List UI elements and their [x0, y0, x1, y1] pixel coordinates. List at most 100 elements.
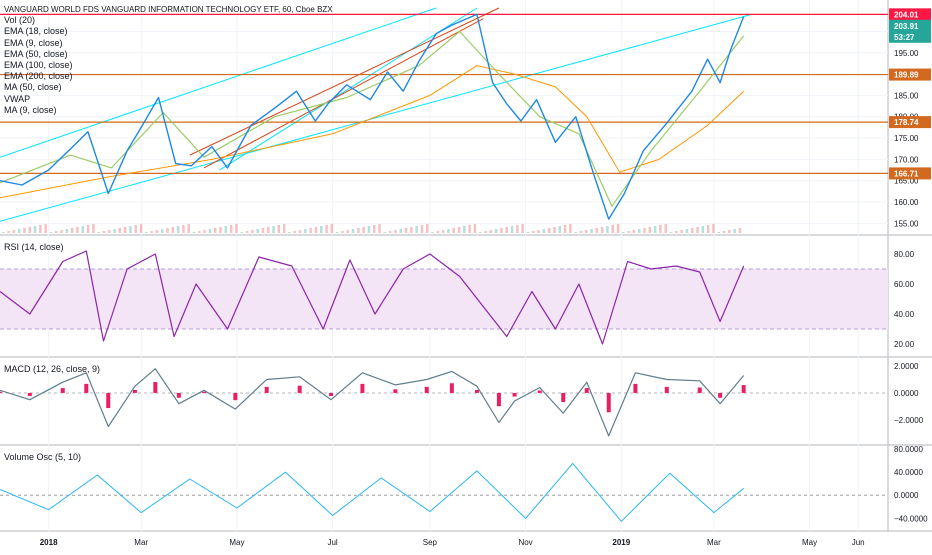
indicator-label: VWAP — [4, 94, 333, 105]
indicator-label: EMA (50, close) — [4, 49, 333, 60]
volume-bar — [686, 229, 689, 233]
main-y-tick-label: 175.00 — [894, 134, 919, 143]
volume-bar — [394, 230, 397, 233]
volume-bar — [23, 228, 26, 233]
macd-line — [0, 369, 744, 436]
volume-bar — [214, 228, 217, 233]
volume-bar — [627, 231, 630, 233]
vol-osc-y-tick-label: 0.0000 — [894, 491, 919, 500]
volume-bar — [437, 231, 440, 233]
volume-bar — [166, 228, 169, 233]
volume-bar — [580, 231, 583, 233]
rsi-y-tick-label: 80.00 — [894, 250, 915, 259]
volume-bar — [145, 232, 148, 233]
macd-histogram-bar — [106, 393, 110, 408]
volume-bar — [400, 229, 403, 233]
macd-histogram-bar — [393, 389, 397, 393]
volume-bar — [421, 225, 424, 233]
volume-bar — [426, 224, 429, 233]
x-tick-label: May — [802, 538, 817, 547]
volume-bar — [2, 232, 5, 233]
volume-bar — [553, 227, 556, 233]
volume-bar — [177, 226, 180, 233]
volume-bar — [331, 224, 334, 233]
volume-bar — [71, 228, 74, 233]
macd-histogram-bar — [665, 387, 669, 393]
macd-histogram-bar — [450, 383, 454, 393]
volume-bar — [601, 227, 604, 233]
vol-osc-line — [0, 463, 744, 521]
volume-bar — [453, 228, 456, 233]
volume-bar — [574, 232, 577, 233]
volume-bar — [18, 229, 21, 233]
volume-bar — [384, 232, 387, 233]
x-tick-label: 2018 — [40, 538, 58, 547]
volume-bar — [506, 227, 509, 233]
vol-osc-y-tick-label: 40.0000 — [894, 468, 923, 477]
volume-bar — [405, 228, 408, 233]
volume-bar — [458, 227, 461, 233]
macd-histogram-bar — [742, 385, 746, 393]
volume-bar — [516, 225, 519, 233]
macd-histogram-bar — [298, 386, 302, 393]
volume-bar — [665, 224, 668, 233]
volume-bar — [590, 229, 593, 233]
volume-bar — [643, 228, 646, 233]
volume-bar — [596, 228, 599, 233]
macd-histogram-bar — [61, 388, 65, 393]
volume-bar — [150, 231, 153, 233]
volume-bar — [135, 225, 138, 233]
volume-bar — [521, 224, 524, 233]
volume-bar — [352, 229, 355, 233]
volume-bar — [283, 224, 286, 233]
chart-legend: VANGUARD WORLD FDS VANGUARD INFORMATION … — [4, 4, 333, 116]
volume-bar — [161, 229, 164, 233]
vol-osc-y-tick-label: −40.0000 — [894, 514, 928, 523]
macd-pane-label: MACD (12, 26, close, 9) — [4, 364, 100, 374]
volume-bar — [723, 231, 726, 233]
volume-bar — [39, 225, 42, 233]
price-label: 204.01 — [894, 10, 919, 19]
x-tick-label: 2019 — [612, 538, 630, 547]
volume-bar — [235, 224, 238, 233]
volume-bar — [294, 231, 297, 233]
macd-histogram-bar — [607, 393, 611, 412]
macd-histogram-bar — [425, 387, 429, 393]
macd-y-tick-label: −2.0000 — [894, 416, 924, 425]
indicator-list: Vol (20)EMA (18, close)EMA (9, close)EMA… — [4, 15, 333, 116]
volume-bar — [60, 230, 63, 233]
volume-bar — [256, 229, 259, 233]
volume-bar — [113, 229, 116, 233]
main-y-tick-label: 195.00 — [894, 49, 919, 58]
volume-bar — [103, 231, 106, 233]
vol-osc-pane-label: Volume Osc (5, 10) — [4, 452, 81, 462]
x-tick-label: Mar — [707, 538, 721, 547]
macd-histogram-bar — [513, 393, 517, 397]
volume-bar — [182, 225, 185, 233]
volume-bar — [87, 225, 90, 233]
volume-bar — [140, 224, 143, 233]
main-y-tick-label: 185.00 — [894, 91, 919, 100]
macd-histogram-bar — [633, 384, 637, 393]
volume-bar — [309, 228, 312, 233]
macd-histogram-bar — [561, 393, 565, 402]
volume-bar — [612, 225, 615, 233]
volume-bar — [262, 228, 265, 233]
macd-histogram-bar — [360, 384, 364, 393]
volume-bar — [203, 230, 206, 233]
main-y-tick-label: 170.00 — [894, 155, 919, 164]
macd-histogram-bar — [497, 393, 501, 406]
volume-bar — [129, 226, 132, 233]
volume-bar — [288, 232, 291, 233]
volume-bar — [219, 227, 222, 233]
volume-bar — [82, 226, 85, 233]
volume-bar — [7, 231, 10, 233]
volume-bar — [315, 227, 318, 233]
volume-bar — [415, 226, 418, 233]
volume-bar — [691, 228, 694, 233]
x-tick-label: Sep — [423, 538, 438, 547]
x-tick-label: Mar — [134, 538, 148, 547]
volume-bar — [29, 227, 32, 233]
volume-bar — [325, 225, 328, 233]
